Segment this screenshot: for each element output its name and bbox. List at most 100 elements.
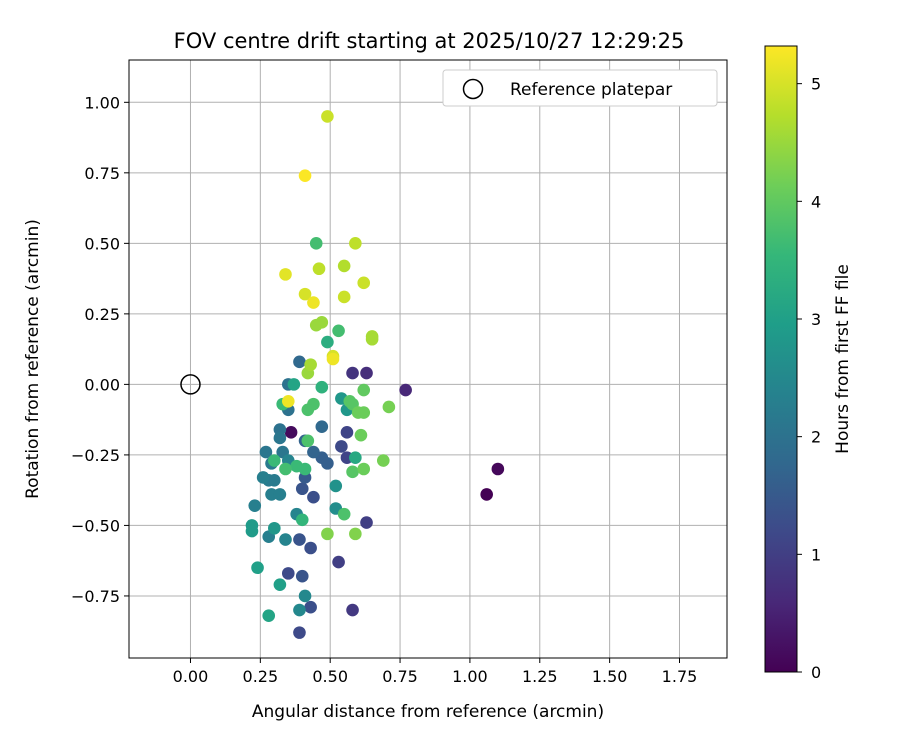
data-point — [304, 600, 317, 614]
y-tick-label: 0.25 — [84, 305, 120, 324]
data-point — [279, 462, 292, 476]
data-point — [357, 276, 371, 290]
data-point — [307, 490, 320, 504]
data-point — [293, 603, 306, 617]
data-point — [312, 262, 326, 276]
data-point — [295, 569, 309, 583]
data-point — [349, 237, 362, 250]
data-point — [304, 541, 317, 555]
reference-layer — [180, 374, 201, 395]
colorbar-tick-label: 3 — [811, 310, 821, 329]
y-tick-label: −0.75 — [71, 587, 120, 606]
data-point — [304, 358, 317, 371]
data-point — [268, 521, 281, 535]
colorbar-tick-label: 4 — [811, 192, 821, 211]
data-point — [256, 471, 270, 484]
data-point — [315, 420, 329, 433]
data-point — [365, 332, 379, 346]
data-point — [268, 454, 281, 467]
x-tick-label: 1.50 — [592, 667, 628, 686]
data-point — [251, 561, 264, 575]
data-point — [335, 440, 348, 453]
y-axis-ticks: −0.75 −0.50 −0.25 0.00 0.25 0.50 0.75 1.00 — [71, 93, 129, 606]
colorbar-tick-label: 1 — [811, 545, 821, 564]
data-point — [321, 335, 334, 349]
data-point — [295, 513, 309, 527]
data-point — [248, 499, 262, 512]
colorbar-gradient — [764, 45, 798, 673]
legend: Reference platepar — [442, 69, 718, 107]
y-tick-label: 0.50 — [84, 234, 120, 253]
data-point — [357, 383, 371, 397]
y-axis-label: Rotation from reference (arcmin) — [23, 219, 43, 499]
colorbar: 0 1 2 3 4 5 Hours from first FF file — [764, 45, 853, 682]
data-points — [245, 110, 505, 639]
data-point — [491, 462, 505, 476]
colorbar-tick-label: 0 — [811, 663, 821, 682]
data-point — [315, 380, 329, 394]
data-point — [340, 426, 354, 439]
data-point — [360, 366, 373, 380]
colorbar-tick-label: 2 — [811, 428, 821, 447]
data-point — [480, 488, 493, 501]
data-point — [346, 366, 359, 380]
data-point — [262, 609, 276, 622]
data-point — [376, 454, 390, 467]
data-point — [346, 603, 359, 617]
data-point — [382, 400, 396, 414]
data-point — [354, 428, 368, 442]
data-point — [337, 290, 351, 304]
x-tick-label: 0.50 — [312, 667, 348, 686]
x-tick-label: 1.25 — [522, 667, 558, 686]
data-point — [329, 479, 343, 493]
data-point — [309, 237, 323, 250]
data-point — [279, 533, 292, 546]
data-point — [332, 555, 345, 569]
data-point — [346, 465, 359, 479]
x-tick-label: 0.75 — [382, 667, 418, 686]
colorbar-label: Hours from first FF file — [833, 264, 853, 454]
colorbar-tick-label: 5 — [811, 75, 821, 94]
data-point — [309, 318, 323, 332]
data-point — [281, 567, 295, 580]
data-point — [281, 395, 295, 408]
y-tick-label: −0.25 — [71, 446, 120, 465]
data-point — [259, 445, 273, 459]
data-point — [298, 589, 312, 603]
data-point — [349, 451, 362, 465]
x-axis-ticks: 0.00 0.25 0.50 0.75 1.00 1.25 1.50 1.75 — [173, 658, 698, 686]
legend-entry-reference-platepar: Reference platepar — [510, 80, 672, 100]
y-tick-label: 0.75 — [84, 164, 120, 183]
y-tick-label: 0.00 — [84, 375, 120, 394]
x-tick-label: 1.75 — [662, 667, 698, 686]
x-tick-label: 1.00 — [452, 667, 488, 686]
plot-frame — [128, 59, 728, 659]
y-tick-label: −0.50 — [71, 516, 120, 535]
data-point — [301, 434, 315, 448]
x-axis-label: Angular distance from reference (arcmin) — [252, 702, 604, 722]
data-point — [326, 352, 340, 366]
data-point — [284, 426, 298, 439]
x-tick-label: 0.00 — [173, 667, 209, 686]
data-point — [245, 524, 259, 538]
x-tick-label: 0.25 — [243, 667, 279, 686]
data-point — [279, 268, 292, 281]
data-point — [298, 287, 312, 301]
data-point — [321, 110, 334, 123]
data-point — [399, 383, 412, 397]
data-point — [307, 296, 320, 309]
data-point — [349, 527, 362, 541]
data-point — [301, 403, 315, 417]
data-point — [337, 507, 351, 521]
data-point — [293, 355, 306, 369]
legend-marker-icon — [462, 78, 484, 100]
data-point — [298, 462, 312, 476]
data-point — [287, 378, 301, 391]
data-point — [293, 626, 306, 639]
data-point — [357, 462, 371, 476]
data-point — [273, 488, 287, 501]
data-point — [273, 578, 287, 591]
data-point — [293, 533, 306, 546]
chart-title: FOV centre drift starting at 2025/10/27 … — [174, 29, 685, 53]
